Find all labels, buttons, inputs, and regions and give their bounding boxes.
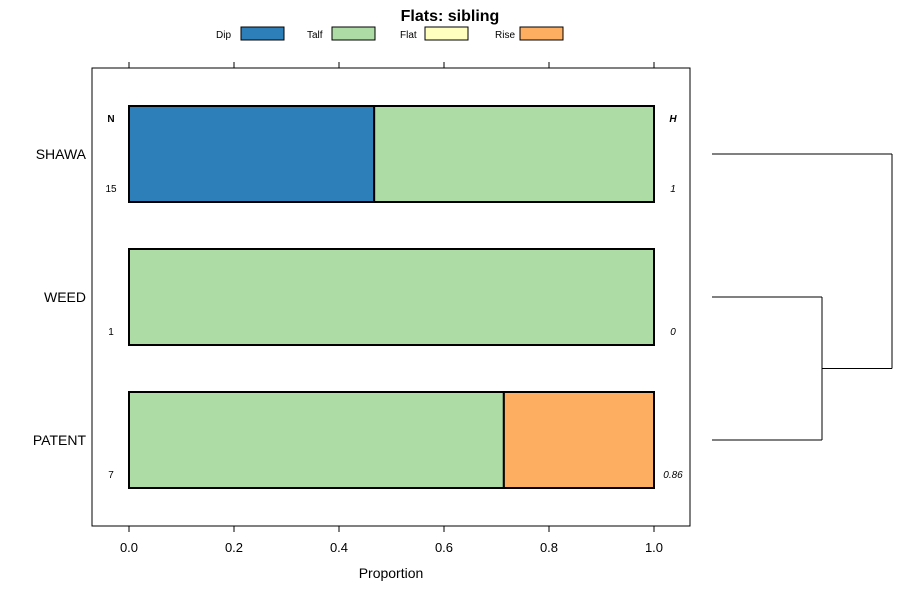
bar-patent-rise xyxy=(502,391,655,489)
category-labels: SHAWA WEED PATENT xyxy=(33,146,87,448)
n-value: 15 xyxy=(105,184,117,195)
n-value: 1 xyxy=(108,327,114,338)
x-tick-label: 0.4 xyxy=(330,540,348,555)
legend-swatch-flat xyxy=(424,26,469,41)
x-tick-label: 0.8 xyxy=(540,540,558,555)
bar-shawa-dip xyxy=(128,105,376,203)
legend-swatch-dip xyxy=(240,26,285,41)
bar-weed-talf xyxy=(128,248,655,346)
category-label-shawa: SHAWA xyxy=(36,146,87,162)
chart-title: Flats: sibling xyxy=(401,8,500,25)
legend-label-talf: Talf xyxy=(307,30,323,41)
legend-label-rise: Rise xyxy=(495,30,515,41)
x-axis-title: Proportion xyxy=(359,565,424,581)
dendrogram xyxy=(712,153,893,441)
legend-label-dip: Dip xyxy=(216,30,231,41)
h-value: 0.86 xyxy=(663,470,683,481)
h-value: 1 xyxy=(670,184,676,195)
n-value: 7 xyxy=(108,470,114,481)
bar-patent-talf xyxy=(128,391,505,489)
x-tick-label: 1.0 xyxy=(645,540,663,555)
x-tick-label: 0.2 xyxy=(225,540,243,555)
h-value: 0 xyxy=(670,327,676,338)
category-label-weed: WEED xyxy=(44,289,86,305)
legend: Dip Talf Flat Rise xyxy=(216,26,564,41)
n-header: N xyxy=(107,114,114,125)
legend-swatch-talf xyxy=(331,26,376,41)
x-tick-label: 0.0 xyxy=(120,540,138,555)
bars xyxy=(128,105,655,489)
x-axis: 0.0 0.2 0.4 0.6 0.8 1.0 xyxy=(120,62,663,555)
side-annotations: 15 1 1 0 7 0.86 xyxy=(105,184,683,481)
category-label-patent: PATENT xyxy=(33,432,87,448)
plot-frame xyxy=(91,67,691,527)
bar-shawa-talf xyxy=(373,105,655,203)
h-header: H xyxy=(669,114,677,125)
x-tick-label: 0.6 xyxy=(435,540,453,555)
legend-label-flat: Flat xyxy=(400,30,417,41)
legend-swatch-rise xyxy=(519,26,564,41)
